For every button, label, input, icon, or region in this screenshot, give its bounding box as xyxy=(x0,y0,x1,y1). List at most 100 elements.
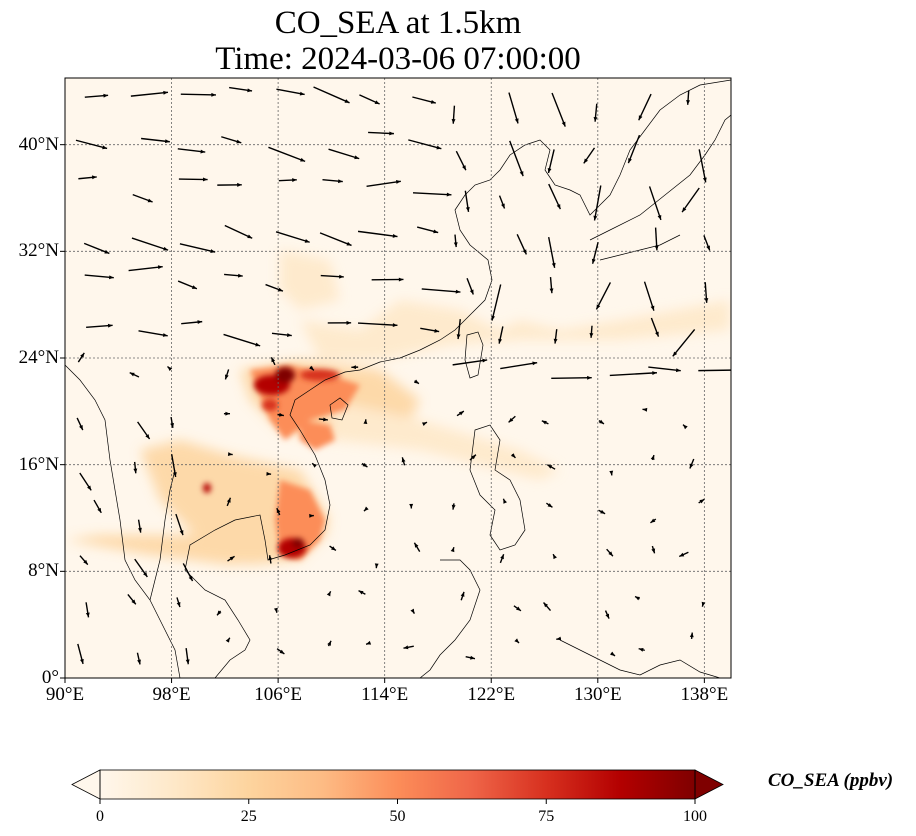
wind-vector-head xyxy=(522,249,527,255)
wind-vector-head xyxy=(179,530,184,536)
wind-vector-head xyxy=(312,463,317,468)
wind-vector-head xyxy=(157,265,163,270)
wind-vector xyxy=(138,330,168,337)
wind-vector-head xyxy=(363,506,369,512)
wind-vector-head xyxy=(519,171,524,177)
wind-vector-head xyxy=(500,554,504,560)
wind-vector-head xyxy=(276,508,281,514)
wind-vector-head xyxy=(589,333,594,338)
lat-tick-label: 32°N xyxy=(18,240,59,262)
wind-vector-head xyxy=(346,241,352,246)
wind-vector xyxy=(609,372,657,377)
wind-vector xyxy=(593,185,602,221)
wind-vector xyxy=(452,359,488,366)
wind-vector-head xyxy=(129,372,135,377)
wind-vector-head xyxy=(462,165,466,171)
wind-vector-head xyxy=(185,659,190,665)
wind-vector-head xyxy=(453,242,458,248)
colorbar xyxy=(71,769,724,804)
wind-vector-head xyxy=(436,145,442,150)
wind-vector xyxy=(357,230,398,238)
wind-vector-head xyxy=(682,207,687,213)
co-concentration-field xyxy=(65,250,730,565)
lat-tick-label: 24°N xyxy=(18,347,59,368)
wind-vector xyxy=(508,92,519,124)
wind-vector-head xyxy=(211,92,216,97)
wind-vector-head xyxy=(165,139,170,144)
wind-vector xyxy=(366,180,401,187)
wind-vector xyxy=(75,139,108,150)
wind-vector xyxy=(500,361,538,370)
axis-ticks xyxy=(60,144,705,683)
wind-vector xyxy=(698,369,731,372)
wind-vector-head xyxy=(363,419,368,425)
lat-tick-label: 0° xyxy=(41,667,59,688)
wind-vector-head xyxy=(79,425,83,431)
wind-vector-head xyxy=(147,198,153,203)
colorbar-gradient xyxy=(100,770,695,799)
wind-vector-head xyxy=(167,366,173,372)
wind-vector-head xyxy=(362,462,368,468)
colorbar-tick-label: 50 xyxy=(389,808,406,825)
coastlines xyxy=(65,79,731,678)
wind-vector-head xyxy=(458,411,464,416)
lon-tick-label: 90°E xyxy=(45,684,85,705)
wind-vector xyxy=(328,148,360,160)
wind-vector xyxy=(131,237,169,251)
wind-vector-head xyxy=(556,204,561,210)
wind-vector xyxy=(130,91,169,97)
wind-vector-head xyxy=(628,158,632,164)
wind-vector-head xyxy=(225,637,230,643)
lon-tick-label: 138°E xyxy=(680,684,729,705)
wind-vector-head xyxy=(672,351,678,357)
wind-vector-head xyxy=(138,527,142,533)
wind-vector xyxy=(408,139,442,150)
wind-vector-head xyxy=(551,262,556,268)
wind-vector-head xyxy=(587,375,592,380)
colorbar-tick-label: 100 xyxy=(683,808,707,825)
wind-vector-head xyxy=(460,591,465,597)
wind-vector-head xyxy=(471,454,476,460)
lat-tick-label: 40°N xyxy=(18,133,59,155)
lon-tick-label: 106°E xyxy=(254,684,302,705)
wind-vector-head xyxy=(217,610,222,616)
wind-vector-head xyxy=(556,636,562,641)
wind-vector-head xyxy=(202,177,208,182)
wind-vector-head xyxy=(323,417,328,422)
wind-vector xyxy=(421,288,461,293)
wind-vector-head xyxy=(657,214,662,220)
wind-vector-head xyxy=(683,424,688,430)
wind-vector-head xyxy=(608,551,613,557)
map-background xyxy=(65,78,731,678)
wind-vector-head xyxy=(434,328,440,333)
wind-vector-head xyxy=(91,175,97,180)
lon-tick-label: 114°E xyxy=(361,684,409,705)
wind-vector-head xyxy=(514,638,520,644)
wind-vector-head xyxy=(366,640,372,645)
wind-vector xyxy=(672,328,696,357)
wind-vector-head xyxy=(455,289,461,294)
wind-vector-head xyxy=(686,100,690,105)
wind-vector-head xyxy=(392,234,398,238)
wind-vector xyxy=(698,149,707,183)
wind-vector-head xyxy=(109,275,114,280)
wind-vector-head xyxy=(358,590,364,595)
wind-vector-head xyxy=(652,371,657,375)
wind-vector-head xyxy=(103,93,109,98)
wind-vector-head xyxy=(549,288,554,294)
wind-vector-head xyxy=(398,277,404,282)
wind-vector-head xyxy=(374,100,380,104)
wind-vector-head xyxy=(470,655,475,660)
wind-vector-head xyxy=(271,357,276,363)
wind-vector-head xyxy=(395,180,401,184)
wind-vector xyxy=(276,88,305,96)
wind-vector-head xyxy=(679,552,685,557)
wind-vector-head xyxy=(107,323,113,328)
wind-vector-head xyxy=(650,455,655,461)
wind-vector-head xyxy=(414,542,419,548)
wind-vector-head xyxy=(446,192,452,197)
wind-vector-head xyxy=(286,333,292,337)
wind-vector xyxy=(268,146,306,163)
wind-vector-head xyxy=(701,601,706,607)
